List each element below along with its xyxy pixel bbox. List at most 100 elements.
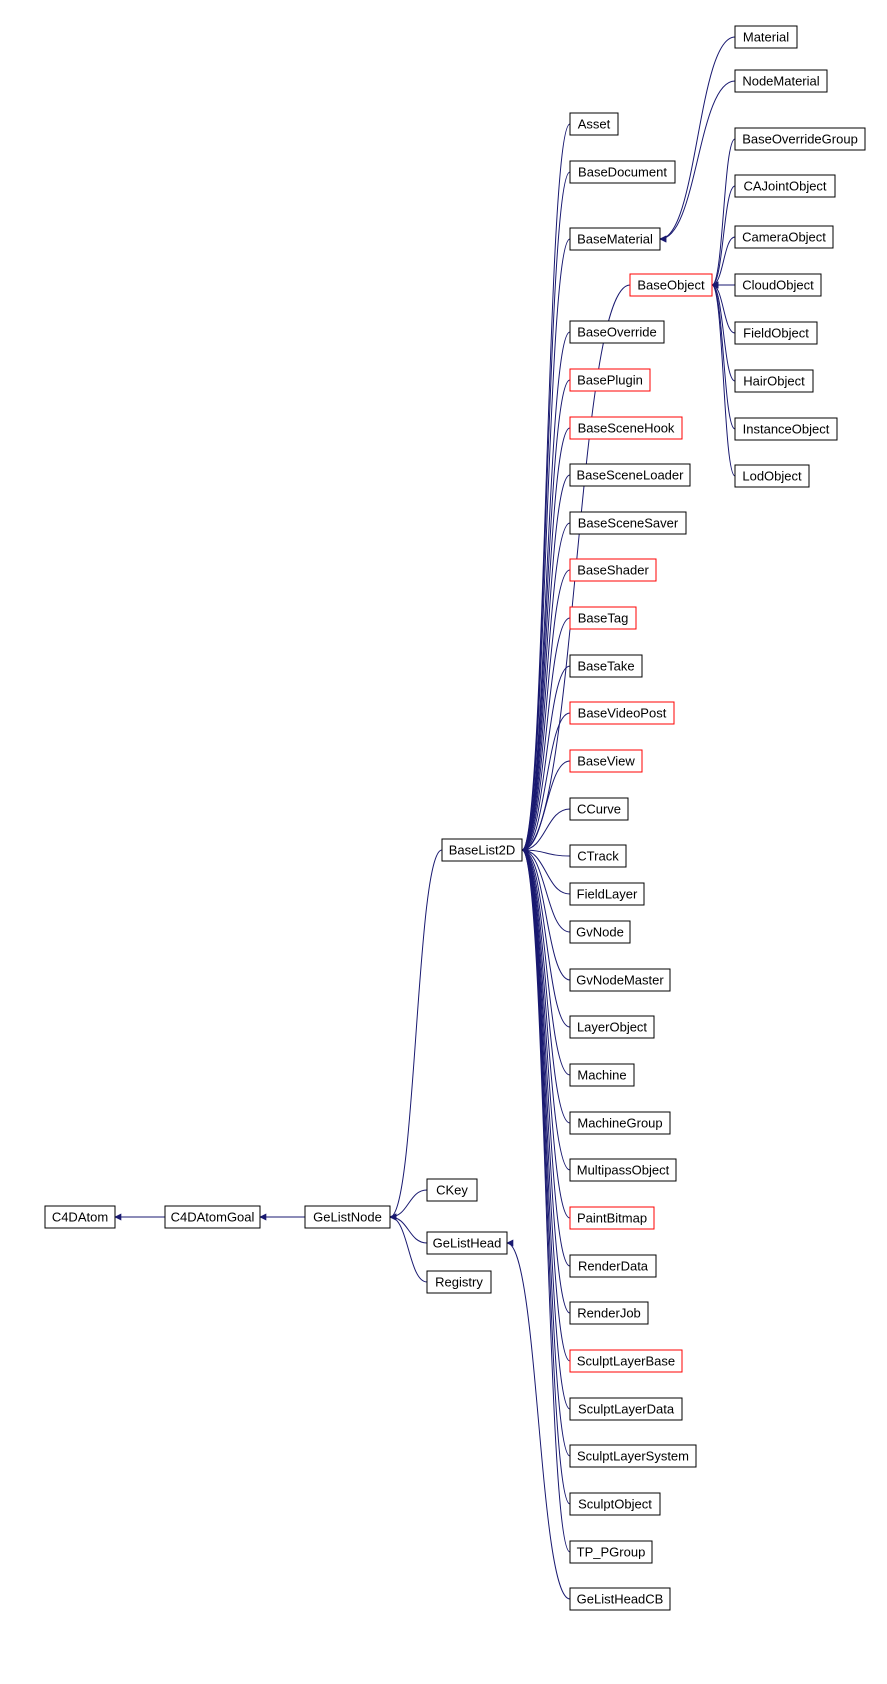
node-sculptlayerdata[interactable]: SculptLayerData	[570, 1398, 682, 1420]
node-basesceneloader[interactable]: BaseSceneLoader	[570, 464, 690, 486]
nodes-group: C4DAtom C4DAtomGoal GeListNode BaseList2D CK…	[45, 26, 865, 1610]
node-baseview[interactable]: BaseView	[570, 750, 642, 772]
node-label-multipassobject: MultipassObject	[577, 1162, 670, 1177]
node-baseplugin[interactable]: BasePlugin	[570, 369, 650, 391]
node-basescenesaver[interactable]: BaseSceneSaver	[570, 512, 686, 534]
node-label-ctrack: CTrack	[577, 848, 619, 863]
node-paintbitmap[interactable]: PaintBitmap	[570, 1207, 654, 1229]
node-label-hairobject: HairObject	[743, 373, 805, 388]
node-label-baseoverride: BaseOverride	[577, 324, 656, 339]
edge-lodobject-baseobject	[712, 285, 735, 476]
node-asset[interactable]: Asset	[570, 113, 618, 135]
node-label-layerobject: LayerObject	[577, 1019, 647, 1034]
node-label-nodematerial: NodeMaterial	[742, 73, 819, 88]
edge-basesceneloader-baselist2d	[522, 475, 570, 850]
edge-sculptlayerbase-baselist2d	[522, 850, 570, 1361]
node-label-c4datom: C4DAtom	[52, 1209, 108, 1224]
node-layerobject[interactable]: LayerObject	[570, 1016, 654, 1038]
node-sculptlayerbase[interactable]: SculptLayerBase	[570, 1350, 682, 1372]
node-lodobject[interactable]: LodObject	[735, 465, 809, 487]
node-label-basevideopost: BaseVideoPost	[578, 705, 667, 720]
node-gelisthead[interactable]: GeListHead	[427, 1232, 507, 1254]
node-basetag[interactable]: BaseTag	[570, 607, 636, 629]
node-label-basematerial: BaseMaterial	[577, 231, 653, 246]
node-label-asset: Asset	[578, 116, 611, 131]
node-baseoverridegroup[interactable]: BaseOverrideGroup	[735, 128, 865, 150]
node-label-cajointobject: CAJointObject	[743, 178, 826, 193]
node-nodematerial[interactable]: NodeMaterial	[735, 70, 827, 92]
node-c4datom[interactable]: C4DAtom	[45, 1206, 115, 1228]
node-label-machinegroup: MachineGroup	[577, 1115, 662, 1130]
node-label-gelisthead: GeListHead	[433, 1235, 502, 1250]
node-instanceobject[interactable]: InstanceObject	[735, 418, 837, 440]
node-label-basedocument: BaseDocument	[578, 164, 667, 179]
edge-instanceobject-baseobject	[712, 285, 735, 429]
node-label-gelistnode: GeListNode	[313, 1209, 382, 1224]
node-hairobject[interactable]: HairObject	[735, 370, 813, 392]
node-machine[interactable]: Machine	[570, 1064, 634, 1086]
node-label-baseview: BaseView	[577, 753, 635, 768]
edge-sculptobject-baselist2d	[522, 850, 570, 1504]
edge-registry-gelistnode	[390, 1217, 427, 1282]
edge-renderjob-baselist2d	[522, 850, 570, 1313]
edge-ckey-gelistnode	[390, 1190, 427, 1217]
node-gelistheadcb[interactable]: GeListHeadCB	[570, 1588, 670, 1610]
node-registry[interactable]: Registry	[427, 1271, 491, 1293]
node-sculptobject[interactable]: SculptObject	[570, 1493, 660, 1515]
node-ctrack[interactable]: CTrack	[570, 845, 626, 867]
node-label-gelistheadcb: GeListHeadCB	[577, 1591, 664, 1606]
node-fieldobject[interactable]: FieldObject	[735, 322, 817, 344]
node-baseobject[interactable]: BaseObject	[630, 274, 712, 296]
edge-tp_pgroup-baselist2d	[522, 850, 570, 1552]
node-label-baselist2d: BaseList2D	[449, 842, 515, 857]
node-machinegroup[interactable]: MachineGroup	[570, 1112, 670, 1134]
node-baselist2d[interactable]: BaseList2D	[442, 839, 522, 861]
node-basescenehook[interactable]: BaseSceneHook	[570, 417, 682, 439]
node-material[interactable]: Material	[735, 26, 797, 48]
node-cajointobject[interactable]: CAJointObject	[735, 175, 835, 197]
node-label-fieldlayer: FieldLayer	[577, 886, 638, 901]
node-label-sculptobject: SculptObject	[578, 1496, 652, 1511]
node-baseshader[interactable]: BaseShader	[570, 559, 656, 581]
node-ccurve[interactable]: CCurve	[570, 798, 628, 820]
node-basematerial[interactable]: BaseMaterial	[570, 228, 660, 250]
node-label-basescenehook: BaseSceneHook	[578, 420, 675, 435]
node-label-material: Material	[743, 29, 789, 44]
node-label-baseshader: BaseShader	[577, 562, 649, 577]
node-basedocument[interactable]: BaseDocument	[570, 161, 675, 183]
edge-basescenesaver-baselist2d	[522, 523, 570, 850]
node-label-baseobject: BaseObject	[637, 277, 705, 292]
node-cloudobject[interactable]: CloudObject	[735, 274, 821, 296]
edge-cajointobject-baseobject	[712, 186, 735, 285]
node-label-basesceneloader: BaseSceneLoader	[577, 467, 685, 482]
node-label-c4datomgoal: C4DAtomGoal	[171, 1209, 255, 1224]
node-label-cloudobject: CloudObject	[742, 277, 814, 292]
node-label-basetag: BaseTag	[578, 610, 629, 625]
node-tp_pgroup[interactable]: TP_PGroup	[570, 1541, 652, 1563]
node-gvnodemaster[interactable]: GvNodeMaster	[570, 969, 670, 991]
node-fieldlayer[interactable]: FieldLayer	[570, 883, 644, 905]
edge-baseoverride-baselist2d	[522, 332, 570, 850]
node-ckey[interactable]: CKey	[427, 1179, 477, 1201]
node-label-fieldobject: FieldObject	[743, 325, 809, 340]
node-gvnode[interactable]: GvNode	[570, 921, 630, 943]
node-label-ckey: CKey	[436, 1182, 468, 1197]
node-basetake[interactable]: BaseTake	[570, 655, 642, 677]
node-c4datomgoal[interactable]: C4DAtomGoal	[165, 1206, 260, 1228]
node-sculptlayersystem[interactable]: SculptLayerSystem	[570, 1445, 696, 1467]
node-label-sculptlayerdata: SculptLayerData	[578, 1401, 675, 1416]
node-renderjob[interactable]: RenderJob	[570, 1302, 648, 1324]
node-baseoverride[interactable]: BaseOverride	[570, 321, 664, 343]
inheritance-diagram: C4DAtom C4DAtomGoal GeListNode BaseList2D CK…	[0, 0, 887, 1684]
edge-cameraobject-baseobject	[712, 237, 735, 285]
edge-nodematerial-basematerial	[660, 81, 735, 239]
node-label-baseoverridegroup: BaseOverrideGroup	[742, 131, 858, 146]
node-multipassobject[interactable]: MultipassObject	[570, 1159, 676, 1181]
node-renderdata[interactable]: RenderData	[570, 1255, 656, 1277]
node-label-gvnodemaster: GvNodeMaster	[576, 972, 664, 987]
node-gelistnode[interactable]: GeListNode	[305, 1206, 390, 1228]
node-cameraobject[interactable]: CameraObject	[735, 226, 833, 248]
node-basevideopost[interactable]: BaseVideoPost	[570, 702, 674, 724]
node-label-paintbitmap: PaintBitmap	[577, 1210, 647, 1225]
node-label-cameraobject: CameraObject	[742, 229, 826, 244]
